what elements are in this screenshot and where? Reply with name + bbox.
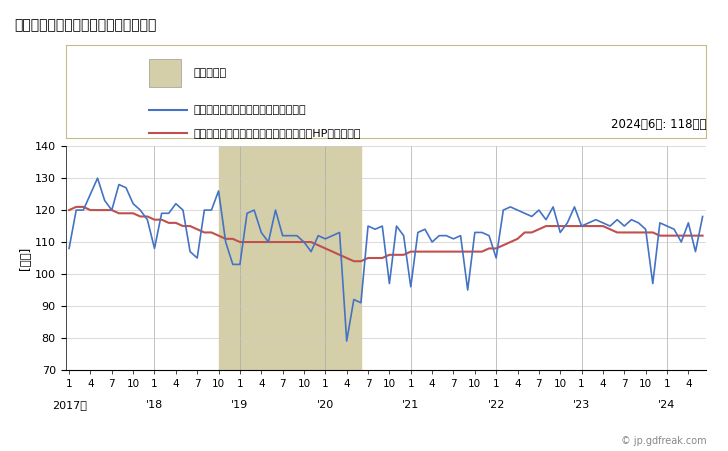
Text: '20: '20: [317, 400, 334, 410]
Text: © jp.gdfreak.com: © jp.gdfreak.com: [620, 437, 706, 446]
Text: 2017年: 2017年: [52, 400, 87, 410]
Text: パートタイム労働者の所定内労働時間: パートタイム労働者の所定内労働時間: [194, 106, 306, 115]
Text: 景気後退期: 景気後退期: [194, 68, 227, 78]
Text: '18: '18: [146, 400, 163, 410]
Text: '24: '24: [658, 400, 676, 410]
Text: 2024年6月: 118時間: 2024年6月: 118時間: [611, 118, 706, 130]
Y-axis label: [時間]: [時間]: [19, 246, 32, 270]
Text: パートタイム労働者の所定内労働時間: パートタイム労働者の所定内労働時間: [15, 18, 157, 32]
Text: '19: '19: [232, 400, 248, 410]
FancyBboxPatch shape: [149, 59, 181, 87]
Text: '21: '21: [402, 400, 419, 410]
Bar: [218, 146, 361, 370]
Text: '22: '22: [488, 400, 505, 410]
Text: '23: '23: [573, 400, 590, 410]
Text: パートタイム労働者の所定内労働時間（HPフィルタ）: パートタイム労働者の所定内労働時間（HPフィルタ）: [194, 128, 361, 138]
